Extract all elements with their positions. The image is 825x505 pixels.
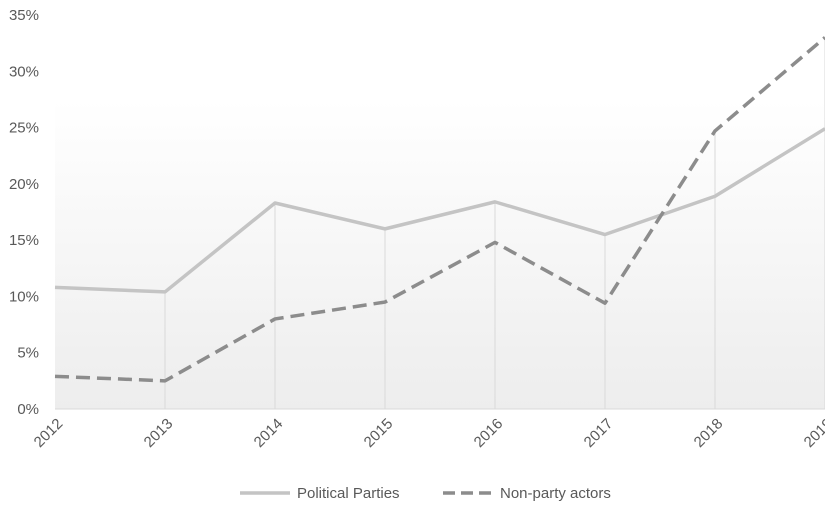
x-axis-ticks: 2012 2013 2014 2015 2016 2017 2018 2019	[31, 415, 825, 451]
x-tick-label: 2018	[691, 415, 727, 451]
y-tick-label: 5%	[17, 345, 39, 362]
y-tick-label: 35%	[9, 7, 39, 24]
y-tick-label: 15%	[9, 232, 39, 249]
series-line-non-party-actors	[54, 36, 825, 383]
x-tick-label: 2016	[471, 415, 507, 451]
y-tick-label: 10%	[9, 288, 39, 305]
y-tick-label: 20%	[9, 176, 39, 193]
x-tick-label: 2012	[31, 415, 67, 451]
legend: Political Parties Non-party actors	[240, 485, 611, 502]
y-tick-label: 30%	[9, 63, 39, 80]
x-tick-label: 2013	[141, 415, 177, 451]
legend-label: Non-party actors	[500, 485, 611, 502]
x-tick-label: 2015	[361, 415, 397, 451]
drop-lines	[164, 37, 825, 409]
series-line-political-parties	[54, 127, 825, 294]
plot-background	[55, 100, 825, 409]
y-tick-label: 0%	[17, 401, 39, 418]
y-axis-ticks: 0% 5% 10% 15% 20% 25% 30% 35%	[9, 7, 39, 418]
x-tick-label: 2014	[251, 415, 287, 451]
x-tick-label: 2017	[581, 415, 617, 451]
legend-label: Political Parties	[297, 485, 400, 502]
series-lines	[54, 36, 825, 383]
x-tick-label: 2019	[801, 415, 825, 451]
y-tick-label: 25%	[9, 120, 39, 137]
